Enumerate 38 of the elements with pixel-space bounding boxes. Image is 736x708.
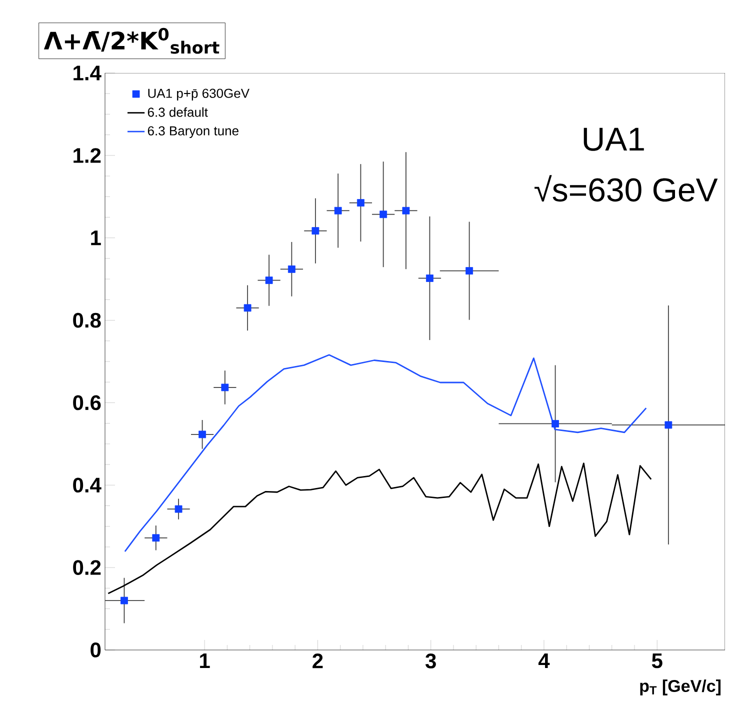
point: [288, 265, 296, 273]
point: [552, 420, 559, 428]
y-tick-label: 0.4: [73, 478, 102, 493]
legend-label: UA1 p+p̄ 630GeV: [148, 88, 250, 101]
y-tick-label: 0: [90, 642, 101, 658]
point: [466, 267, 474, 275]
y-tick-label: 0.8: [73, 312, 101, 328]
y-tick-label: 1: [91, 230, 101, 246]
point: [380, 210, 388, 218]
point: [152, 534, 160, 542]
legend-label: 6.3 default: [148, 107, 208, 117]
annotation: √s=630 GeV: [534, 175, 718, 202]
y-axis-title: Λ+Λ̄/2*K$^{0}$short: [44, 28, 220, 54]
point: [244, 304, 252, 312]
point: [221, 384, 229, 392]
legend-label: 6.3 Baryon tune: [148, 126, 238, 138]
y-tick-label: 0.2: [73, 560, 101, 575]
annotation: UA1: [584, 128, 644, 151]
y-tick-label: 1.4: [74, 66, 102, 80]
x-tick-label: 3: [425, 654, 436, 668]
y-tick-label: 0.6: [73, 395, 101, 410]
point: [357, 199, 364, 207]
point: [265, 276, 273, 284]
x-axis-title: p$_{T}$ [GeV/c]: [640, 680, 721, 696]
x-tick-label: 4: [538, 654, 550, 668]
y-tick-label: 1.2: [74, 148, 101, 163]
point: [426, 274, 434, 282]
x-tick-label: 2: [312, 654, 323, 668]
line-series: [107, 462, 652, 594]
point: [174, 505, 182, 513]
point: [312, 227, 320, 235]
point: [664, 421, 672, 429]
point: [402, 206, 410, 214]
x-tick-label: 5: [652, 654, 662, 668]
point: [120, 596, 128, 604]
point: [198, 430, 206, 438]
x-tick-label: 1: [200, 654, 210, 668]
point: [334, 206, 342, 214]
